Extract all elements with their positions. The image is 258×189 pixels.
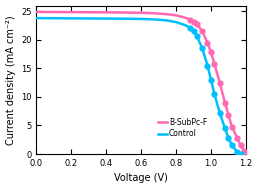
B-SubPc-F: [223, 101, 227, 104]
B-SubPc-F: [206, 42, 209, 44]
B-SubPc-F: [192, 20, 195, 23]
B-SubPc-F: [78, 11, 82, 13]
Control: [174, 21, 178, 23]
B-SubPc-F: [87, 11, 90, 13]
B-SubPc-F: [157, 12, 160, 15]
Control: [35, 17, 38, 19]
Control: [140, 18, 143, 20]
B-SubPc-F: [131, 12, 134, 14]
Control: [218, 112, 221, 114]
B-SubPc-F: [52, 11, 55, 13]
B-SubPc-F: [183, 16, 186, 19]
Control: [131, 18, 134, 20]
X-axis label: Voltage (V): Voltage (V): [114, 174, 168, 184]
B-SubPc-F: [189, 18, 192, 21]
Control: [122, 18, 125, 20]
Control: [209, 79, 213, 81]
Line: Control: Control: [36, 18, 241, 154]
B-SubPc-F: [196, 23, 199, 26]
B-SubPc-F: [166, 13, 169, 15]
B-SubPc-F: [239, 144, 242, 147]
B-SubPc-F: [35, 11, 38, 13]
Control: [201, 47, 204, 50]
B-SubPc-F: [114, 11, 117, 14]
Control: [223, 127, 227, 129]
Control: [70, 17, 73, 19]
Control: [230, 144, 233, 147]
B-SubPc-F: [218, 81, 221, 84]
B-SubPc-F: [148, 12, 151, 14]
Control: [183, 24, 186, 26]
B-SubPc-F: [244, 152, 247, 155]
Control: [206, 64, 209, 67]
Control: [192, 30, 195, 32]
Y-axis label: Current density (mA cm⁻²): Current density (mA cm⁻²): [6, 15, 15, 145]
Control: [96, 17, 99, 20]
Control: [157, 19, 160, 21]
Control: [148, 18, 151, 20]
B-SubPc-F: [105, 11, 108, 13]
B-SubPc-F: [174, 14, 178, 16]
Control: [239, 153, 242, 155]
B-SubPc-F: [213, 63, 216, 65]
Control: [166, 19, 169, 22]
B-SubPc-F: [227, 114, 230, 116]
Legend: B-SubPc-F, Control: B-SubPc-F, Control: [158, 118, 207, 138]
Control: [52, 17, 55, 19]
Control: [87, 17, 90, 20]
B-SubPc-F: [230, 125, 233, 128]
Control: [78, 17, 82, 19]
B-SubPc-F: [61, 11, 64, 13]
Control: [114, 18, 117, 20]
Control: [189, 27, 192, 29]
B-SubPc-F: [236, 137, 239, 139]
Control: [61, 17, 64, 19]
Control: [105, 17, 108, 20]
B-SubPc-F: [201, 30, 204, 32]
B-SubPc-F: [96, 11, 99, 13]
B-SubPc-F: [140, 12, 143, 14]
B-SubPc-F: [209, 51, 213, 53]
B-SubPc-F: [44, 11, 47, 13]
Control: [227, 137, 230, 139]
Line: B-SubPc-F: B-SubPc-F: [36, 12, 246, 153]
Control: [196, 35, 199, 38]
B-SubPc-F: [70, 11, 73, 13]
Control: [236, 151, 239, 153]
Control: [44, 17, 47, 19]
B-SubPc-F: [122, 11, 125, 14]
B-SubPc-F: [243, 150, 246, 152]
Control: [213, 93, 216, 95]
